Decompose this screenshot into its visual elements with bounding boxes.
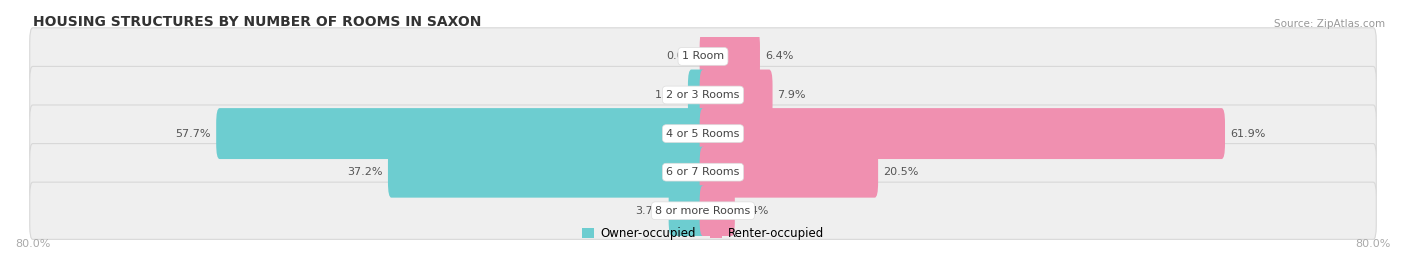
Text: 6.4%: 6.4% [765,51,793,61]
Text: 2 or 3 Rooms: 2 or 3 Rooms [666,90,740,100]
Text: 1.4%: 1.4% [655,90,683,100]
FancyBboxPatch shape [700,108,1225,159]
Text: 61.9%: 61.9% [1230,129,1265,139]
Text: 6 or 7 Rooms: 6 or 7 Rooms [666,167,740,177]
FancyBboxPatch shape [700,31,761,82]
FancyBboxPatch shape [217,108,706,159]
Text: 8 or more Rooms: 8 or more Rooms [655,206,751,216]
Text: Source: ZipAtlas.com: Source: ZipAtlas.com [1274,19,1385,29]
FancyBboxPatch shape [30,144,1376,201]
Text: 4 or 5 Rooms: 4 or 5 Rooms [666,129,740,139]
Text: 20.5%: 20.5% [883,167,918,177]
FancyBboxPatch shape [700,185,735,236]
FancyBboxPatch shape [30,105,1376,162]
Text: 37.2%: 37.2% [347,167,382,177]
Text: HOUSING STRUCTURES BY NUMBER OF ROOMS IN SAXON: HOUSING STRUCTURES BY NUMBER OF ROOMS IN… [32,15,481,29]
FancyBboxPatch shape [700,69,772,121]
FancyBboxPatch shape [688,69,706,121]
Text: 1 Room: 1 Room [682,51,724,61]
FancyBboxPatch shape [30,182,1376,239]
FancyBboxPatch shape [669,185,706,236]
Text: 57.7%: 57.7% [176,129,211,139]
FancyBboxPatch shape [388,147,706,198]
Text: 3.4%: 3.4% [740,206,768,216]
FancyBboxPatch shape [30,28,1376,85]
FancyBboxPatch shape [700,147,879,198]
FancyBboxPatch shape [30,66,1376,123]
Text: 3.7%: 3.7% [636,206,664,216]
Text: 0.0%: 0.0% [666,51,695,61]
Legend: Owner-occupied, Renter-occupied: Owner-occupied, Renter-occupied [582,227,824,240]
Text: 7.9%: 7.9% [778,90,806,100]
